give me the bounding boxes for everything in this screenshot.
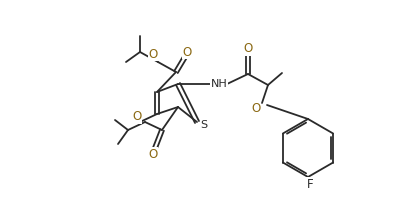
Text: O: O — [243, 43, 252, 56]
Text: S: S — [200, 120, 207, 130]
Text: O: O — [182, 46, 191, 59]
Text: O: O — [251, 102, 260, 115]
Text: NH: NH — [210, 79, 227, 89]
Text: F: F — [306, 178, 312, 191]
Text: O: O — [148, 148, 157, 161]
Text: O: O — [148, 48, 157, 61]
Text: O: O — [132, 110, 141, 123]
